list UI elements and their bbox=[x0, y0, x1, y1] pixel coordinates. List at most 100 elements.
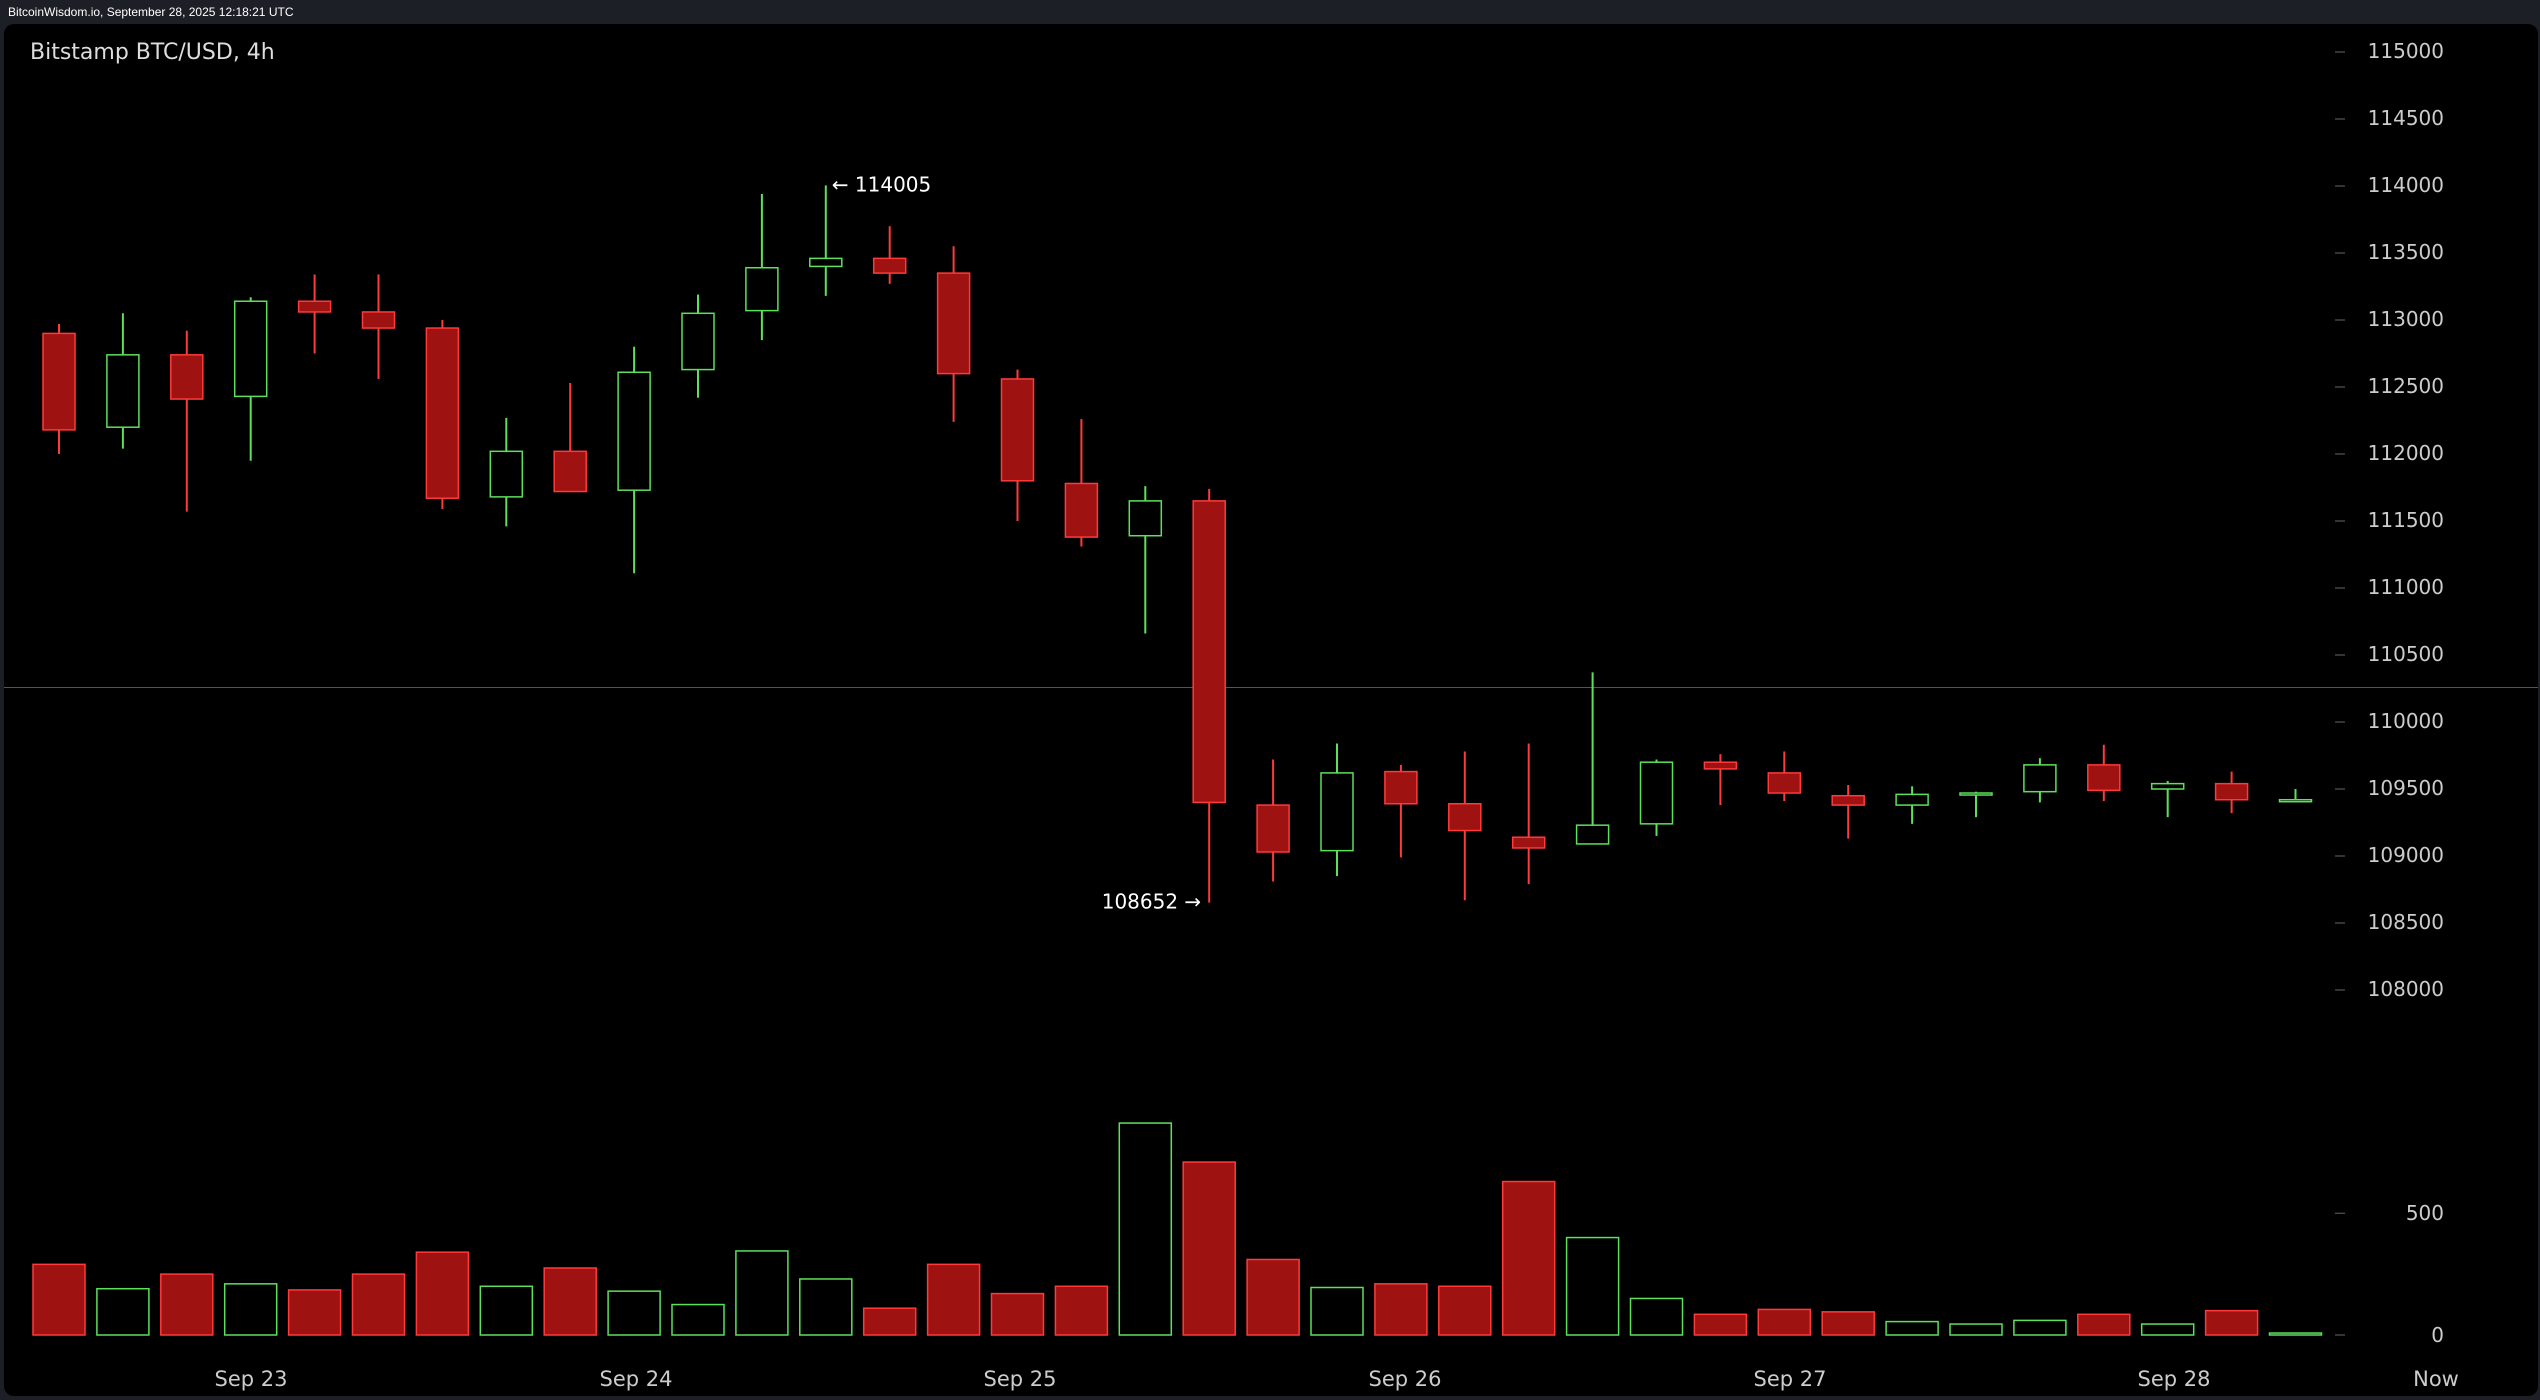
candle bbox=[1767, 751, 1802, 802]
volume-bar bbox=[351, 1273, 406, 1336]
candle bbox=[1639, 759, 1674, 836]
candle bbox=[1511, 743, 1546, 885]
volume-bar bbox=[287, 1289, 342, 1336]
volume-series bbox=[32, 1122, 2323, 1336]
chart-title: Bitstamp BTC/USD, 4h bbox=[30, 40, 275, 65]
volume-bar bbox=[1310, 1286, 1364, 1336]
volume-bar bbox=[1118, 1122, 1173, 1336]
high-annotation: ← 114005 bbox=[832, 172, 931, 196]
candle bbox=[617, 346, 651, 574]
candle-body bbox=[489, 450, 524, 498]
candle-body bbox=[681, 312, 715, 371]
volume-bar bbox=[96, 1287, 150, 1336]
price-tick-label: 114500 bbox=[2368, 106, 2444, 130]
volume-bar bbox=[926, 1263, 981, 1336]
price-tick-label: 108500 bbox=[2368, 910, 2444, 934]
volume-bar bbox=[1693, 1313, 1748, 1336]
candle-body bbox=[2278, 798, 2313, 803]
candle-body bbox=[425, 327, 460, 499]
candle-series bbox=[42, 185, 2313, 903]
candle bbox=[1128, 486, 1163, 634]
candle-body bbox=[170, 354, 204, 400]
candle-body bbox=[1384, 770, 1418, 805]
price-tick-label: 112500 bbox=[2368, 374, 2444, 398]
candle bbox=[936, 246, 971, 422]
top-bar: BitcoinWisdom.io, September 28, 2025 12:… bbox=[0, 0, 2540, 24]
candle bbox=[809, 185, 843, 296]
low-annotation: 108652 → bbox=[1102, 890, 1201, 914]
candle-body bbox=[2150, 782, 2185, 790]
candle bbox=[1320, 743, 1354, 877]
candle bbox=[170, 330, 204, 512]
candle bbox=[1064, 419, 1099, 547]
candle bbox=[1256, 759, 1290, 882]
time-axis-label: Sep 26 bbox=[1369, 1367, 1442, 1391]
candle-body bbox=[1128, 500, 1163, 537]
volume-tick-label: 500 bbox=[2406, 1201, 2444, 1225]
candle bbox=[1384, 764, 1418, 858]
volume-bar bbox=[415, 1251, 470, 1336]
candle bbox=[2150, 780, 2185, 818]
candle-body bbox=[1959, 792, 1993, 796]
time-axis-label: Sep 27 bbox=[1754, 1367, 1827, 1391]
candle-body bbox=[617, 371, 651, 491]
price-tick-label: 111500 bbox=[2368, 508, 2444, 532]
volume-bar bbox=[1757, 1308, 1812, 1336]
volume-axis: 500 0 bbox=[2335, 1201, 2444, 1347]
candle-body bbox=[809, 257, 843, 268]
candle-body bbox=[297, 300, 332, 313]
volume-bar bbox=[1501, 1180, 1556, 1336]
candle bbox=[1831, 784, 1865, 839]
volume-bar bbox=[223, 1283, 278, 1336]
candle-body bbox=[553, 450, 587, 493]
candle bbox=[1703, 754, 1738, 806]
candle bbox=[233, 297, 268, 461]
price-tick-label: 113000 bbox=[2368, 307, 2444, 331]
candle-body bbox=[1064, 482, 1099, 538]
volume-bar bbox=[32, 1263, 86, 1336]
price-axis: 115000 114500 114000 113500 113000 112500 1120… bbox=[2335, 39, 2444, 1001]
volume-bar bbox=[799, 1278, 853, 1336]
volume-bar bbox=[479, 1285, 534, 1336]
volume-bar bbox=[543, 1267, 597, 1336]
candle-body bbox=[1448, 802, 1482, 832]
site-timestamp: BitcoinWisdom.io, September 28, 2025 12:… bbox=[8, 5, 294, 19]
volume-bar bbox=[1054, 1285, 1109, 1336]
candle bbox=[553, 382, 587, 493]
volume-bar bbox=[735, 1250, 789, 1336]
candle bbox=[425, 320, 460, 509]
volume-bar bbox=[1565, 1236, 1620, 1336]
price-tick-label: 112000 bbox=[2368, 441, 2444, 465]
candle bbox=[681, 294, 715, 398]
time-axis-label: Sep 25 bbox=[984, 1367, 1057, 1391]
time-axis-label: Sep 28 bbox=[2138, 1367, 2211, 1391]
candle bbox=[2214, 771, 2249, 814]
candle-body bbox=[42, 332, 76, 431]
candle-body bbox=[745, 266, 779, 312]
volume-tick-label: 0 bbox=[2431, 1323, 2444, 1347]
volume-bar bbox=[1885, 1320, 1939, 1336]
candle-body bbox=[1511, 836, 1546, 849]
candle-body bbox=[1703, 761, 1738, 770]
price-tick-label: 109000 bbox=[2368, 843, 2444, 867]
time-axis-label: Sep 24 bbox=[600, 1367, 673, 1391]
volume-bar bbox=[1629, 1297, 1684, 1336]
candlestick-chart[interactable]: Bitstamp BTC/USD, 4h 1150001145001140001… bbox=[4, 24, 2538, 1396]
candle bbox=[297, 274, 332, 354]
volume-bar bbox=[160, 1273, 214, 1336]
volume-bar bbox=[1949, 1323, 2003, 1336]
candle bbox=[106, 313, 140, 449]
volume-bar bbox=[1374, 1283, 1428, 1336]
price-tick-label: 110500 bbox=[2368, 642, 2444, 666]
candle bbox=[1000, 369, 1035, 521]
candle bbox=[1192, 488, 1226, 903]
candle bbox=[2023, 758, 2057, 803]
candle-body bbox=[872, 257, 907, 274]
volume-bar bbox=[1438, 1285, 1492, 1336]
candle bbox=[361, 274, 396, 379]
candle-body bbox=[1895, 793, 1929, 806]
volume-bar bbox=[1821, 1311, 1875, 1336]
candle bbox=[2278, 789, 2313, 803]
candle-body bbox=[1767, 772, 1802, 794]
candle bbox=[2087, 744, 2121, 802]
